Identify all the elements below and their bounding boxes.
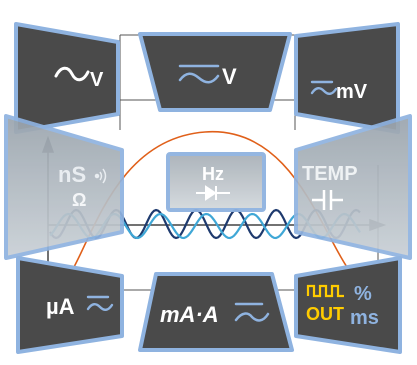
sine-ac-icon [54, 66, 90, 82]
diode-icon [196, 185, 230, 201]
dc-ac-volts-label: V [222, 64, 237, 89]
panel-conductance-resistance[interactable]: nS Ω [4, 114, 124, 260]
panel-dc-ac-volts[interactable]: V [138, 32, 292, 112]
panel-frequency-diode[interactable]: Hz [166, 152, 266, 212]
ohm-label: Ω [72, 190, 86, 210]
panel-temperature-capacitance[interactable]: TEMP [294, 114, 412, 260]
square-pulse-icon [306, 284, 344, 298]
millivolts-label: mV [336, 81, 368, 103]
panel-microamps[interactable]: µA [16, 256, 124, 354]
dc-ac-icon [178, 64, 220, 84]
ac-volts-label: V [90, 69, 104, 91]
panel-millivolts[interactable]: mV [294, 22, 400, 134]
panel-milliamps-amps[interactable]: mA·A [138, 272, 294, 352]
dc-ac-icon [310, 80, 338, 95]
percent-label: % [354, 283, 372, 305]
panel-ac-volts[interactable]: V [14, 22, 120, 134]
microamps-label: µA [46, 294, 75, 319]
milliamps-amps-label: mA·A [160, 302, 219, 327]
panel-pulse-output[interactable]: % OUT ms [294, 256, 402, 354]
orange-arc-curve [49, 131, 379, 293]
output-label: OUT [306, 304, 344, 324]
frequency-label: Hz [202, 164, 224, 184]
milliseconds-label: ms [350, 307, 379, 329]
sound-icon [94, 168, 107, 184]
temperature-label: TEMP [302, 163, 358, 185]
dc-ac-icon [86, 295, 114, 311]
capacitor-icon [312, 190, 343, 210]
dc-ac-icon [234, 302, 270, 322]
conductance-label: nS [58, 162, 86, 187]
